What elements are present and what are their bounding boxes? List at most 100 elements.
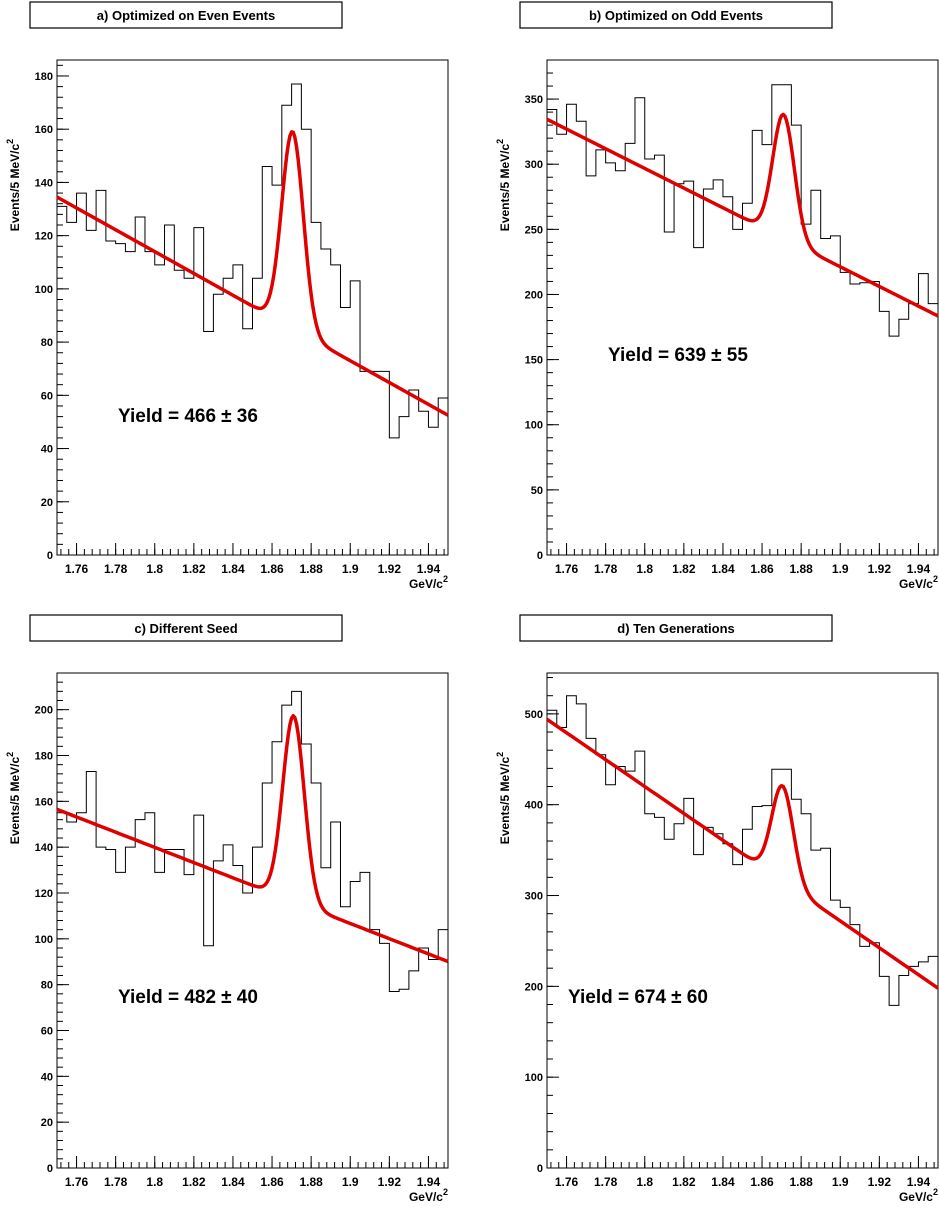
x-axis-label-text: GeV/c [409, 577, 443, 591]
histogram-outline [57, 690, 448, 993]
y-tick-label: 140 [35, 177, 53, 189]
yield-error: ± 40 [221, 987, 258, 1008]
histogram-bin [870, 281, 880, 555]
y-tick-label: 100 [525, 1072, 543, 1084]
y-tick-label: 300 [525, 159, 543, 171]
y-axis-label-text: Events/5 MeV/c [498, 143, 512, 231]
yield-value: Yield = 482 [118, 987, 216, 1008]
x-axis-label-text: GeV/c [409, 1190, 443, 1204]
histogram-bin [625, 771, 635, 1168]
histogram-bin [311, 783, 321, 1168]
x-tick-label: 1.92 [868, 1175, 892, 1189]
histogram-bin [684, 181, 694, 555]
x-axis-label: GeV/c2 [409, 574, 448, 591]
histogram-bin [213, 861, 223, 1168]
x-axis-label-text: GeV/c [899, 1190, 933, 1204]
x-axis-label-superscript: 2 [443, 574, 448, 584]
x-tick-label: 1.88 [299, 562, 323, 576]
histogram-bin [743, 203, 753, 555]
panel-c-title-box [29, 614, 343, 642]
histogram-bin [243, 329, 253, 555]
yield-annotation: Yield = 482 ± 40 [118, 987, 258, 1008]
histogram-bin [830, 236, 840, 555]
histogram-bin [77, 193, 87, 555]
histogram-bin [723, 844, 733, 1168]
y-tick-label: 300 [525, 891, 543, 903]
y-tick-label: 250 [525, 224, 543, 236]
y-tick-label: 140 [35, 842, 53, 854]
histogram-bin [116, 872, 126, 1168]
yield-value: Yield = 466 [118, 406, 216, 427]
histogram-bin [360, 371, 370, 555]
histogram-bin [96, 190, 106, 555]
histogram-bin [909, 304, 919, 555]
histogram-bin [331, 822, 341, 1168]
histogram-outline [57, 83, 448, 439]
histogram-bin [77, 813, 87, 1168]
histogram-bin [615, 767, 625, 1168]
panel-d-frame [546, 672, 939, 1169]
x-tick-label: 1.88 [789, 562, 813, 576]
histogram-bin [782, 769, 792, 1168]
histogram-bin [635, 751, 645, 1168]
x-tick-label: 1.8 [146, 562, 163, 576]
x-tick-label: 1.78 [104, 1175, 128, 1189]
histogram-bin [879, 311, 889, 555]
histogram-bin [918, 274, 928, 555]
y-axis-label: Events/5 MeV/c2 [495, 139, 512, 231]
x-tick-label: 1.84 [221, 562, 245, 576]
x-tick-label: 1.94 [907, 1175, 931, 1189]
x-tick-label: 1.8 [636, 562, 653, 576]
histogram-bin [311, 222, 321, 555]
x-axis-label-text: GeV/c [899, 577, 933, 591]
y-axis-label-superscript: 2 [495, 139, 505, 144]
histogram-bin [723, 197, 733, 555]
y-tick-label: 0 [47, 550, 53, 562]
x-tick-label: 1.76 [65, 562, 89, 576]
y-tick-label: 20 [41, 497, 53, 509]
histogram-bin [155, 872, 165, 1168]
histogram-bin [840, 907, 850, 1168]
histogram-bin [389, 992, 399, 1168]
x-tick-label: 1.78 [594, 562, 618, 576]
x-tick-label: 1.94 [417, 562, 441, 576]
histogram-bin [233, 866, 243, 1169]
x-tick-label: 1.78 [104, 562, 128, 576]
y-axis-label: Events/5 MeV/c2 [5, 752, 22, 844]
histogram-bin [811, 190, 821, 555]
y-tick-label: 60 [41, 390, 53, 402]
histogram-bin [428, 427, 438, 555]
x-axis-label-superscript: 2 [443, 1187, 448, 1197]
histogram-bin [331, 265, 341, 555]
y-tick-label: 100 [525, 420, 543, 432]
y-tick-label: 40 [41, 444, 53, 456]
fit-curve [56, 130, 449, 417]
y-axis-label: Events/5 MeV/c2 [495, 752, 512, 844]
x-tick-label: 1.76 [555, 1175, 579, 1189]
x-tick-label: 1.86 [260, 562, 284, 576]
histogram-bin [243, 893, 253, 1168]
panel-a-frame [56, 59, 449, 556]
histogram-bin [262, 166, 272, 555]
fit-curve [546, 717, 939, 990]
histogram-bin [567, 696, 577, 1168]
yield-annotation: Yield = 639 ± 55 [608, 345, 748, 366]
histogram-bin [840, 272, 850, 555]
histogram-bin [547, 710, 557, 1168]
histogram-bin [419, 948, 429, 1168]
histogram-bin [762, 806, 772, 1168]
x-axis-label-superscript: 2 [933, 1187, 938, 1197]
panel-d-title: d) Ten Generations [617, 621, 735, 636]
histogram-bin [694, 855, 704, 1168]
y-tick-label: 350 [525, 94, 543, 106]
x-tick-label: 1.84 [221, 1175, 245, 1189]
panel-d: d) Ten Generations 0 100 200 300 400 500 1.76 1.… [490, 613, 939, 1231]
panel-c: c) Different Seed 0 20 40 60 80 100 120 140 160 18… [0, 613, 470, 1231]
x-tick-label: 1.92 [868, 562, 892, 576]
histogram-bin [899, 319, 909, 555]
y-axis-label-superscript: 2 [5, 752, 15, 757]
histogram-bin [801, 224, 811, 555]
panel-d-title-box [519, 614, 833, 642]
histogram-bin [380, 371, 390, 555]
x-tick-label: 1.86 [750, 1175, 774, 1189]
